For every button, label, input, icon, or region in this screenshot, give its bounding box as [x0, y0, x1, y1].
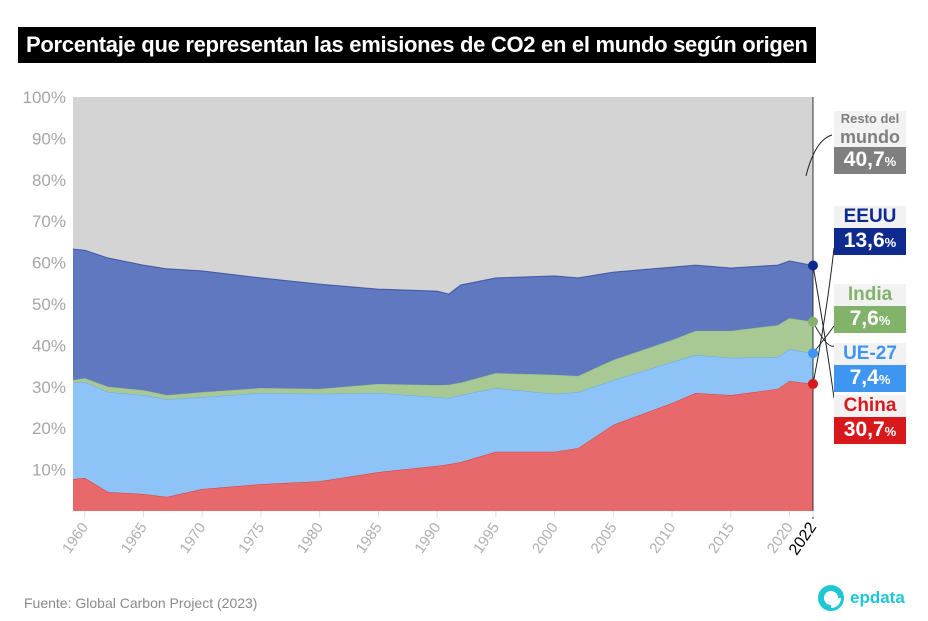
marker-india — [808, 316, 818, 327]
y-tick-label: 40% — [32, 336, 66, 355]
connector-resto — [805, 134, 833, 177]
logo-icon — [818, 585, 844, 611]
label-india-name: India — [834, 284, 906, 306]
y-tick-label: 10% — [32, 461, 66, 480]
label-eeuu: EEUU 13,6% — [834, 206, 906, 255]
value-text: 13,6 — [843, 229, 885, 252]
label-resto-value: 40,7% — [834, 147, 906, 174]
y-tick-label: 100% — [23, 88, 66, 107]
area-china — [73, 381, 813, 511]
label-resto-name-2: mundo — [834, 127, 906, 147]
x-tick-label: 1985 — [353, 520, 386, 557]
connector-eeuu — [812, 265, 835, 399]
x-tick-label: 1960 — [59, 520, 92, 557]
label-india: India 7,6% — [834, 284, 906, 333]
x-tick-label: 1975 — [235, 520, 268, 557]
label-ue27-name: UE-27 — [834, 343, 906, 365]
label-china-name: China — [834, 395, 906, 417]
x-tick-label: 2005 — [588, 520, 621, 557]
percent-sign: % — [884, 154, 897, 169]
value-text: 7,4 — [849, 366, 879, 389]
x-tick-label: 1995 — [470, 520, 503, 557]
value-text: 40,7 — [843, 148, 885, 171]
y-tick-label: 30% — [32, 378, 66, 397]
x-tick-label: 2015 — [705, 520, 738, 557]
source-note: Fuente: Global Carbon Project (2023) — [24, 595, 258, 611]
label-eeuu-name: EEUU — [834, 206, 906, 228]
y-tick-label: 20% — [32, 419, 66, 438]
percent-sign: % — [878, 372, 891, 387]
epdata-logo: epdata — [818, 585, 905, 611]
x-tick-label: 1965 — [118, 520, 151, 557]
area-ue-27 — [73, 349, 813, 497]
label-ue27-value: 7,4% — [834, 365, 906, 392]
line-eeuu — [72, 248, 814, 295]
x-tick-label: 1970 — [176, 520, 209, 557]
percent-sign: % — [884, 235, 897, 250]
y-tick-label: 70% — [32, 212, 66, 231]
value-text: 30,7 — [843, 418, 885, 441]
marker-china — [808, 378, 818, 389]
connector-china — [812, 247, 835, 384]
label-china-value: 30,7% — [834, 417, 906, 444]
label-china: China 30,7% — [834, 395, 906, 444]
x-tick-label: 2010 — [646, 520, 679, 557]
y-tick-label: 50% — [32, 295, 66, 314]
chart-title: Porcentaje que representan las emisiones… — [18, 27, 816, 63]
x-tick-label: 1990 — [411, 520, 444, 557]
label-ue27: UE-27 7,4% — [834, 343, 906, 392]
x-tick-label: 1980 — [294, 520, 327, 557]
label-resto: Resto del mundo 40,7% — [834, 111, 906, 174]
percent-sign: % — [884, 424, 897, 439]
label-eeuu-value: 13,6% — [834, 228, 906, 255]
label-india-value: 7,6% — [834, 306, 906, 333]
y-tick-label: 80% — [32, 171, 66, 190]
y-tick-label: 90% — [32, 129, 66, 148]
percent-sign: % — [878, 313, 891, 328]
marker-eeuu — [808, 260, 818, 271]
marker-ue-27 — [808, 348, 818, 359]
x-tick-label: 2000 — [529, 520, 562, 557]
logo-text: epdata — [850, 588, 905, 607]
value-text: 7,6 — [849, 307, 879, 330]
y-tick-label: 60% — [32, 254, 66, 273]
label-resto-name-1: Resto del — [834, 111, 906, 127]
area-eeuu — [73, 248, 813, 396]
